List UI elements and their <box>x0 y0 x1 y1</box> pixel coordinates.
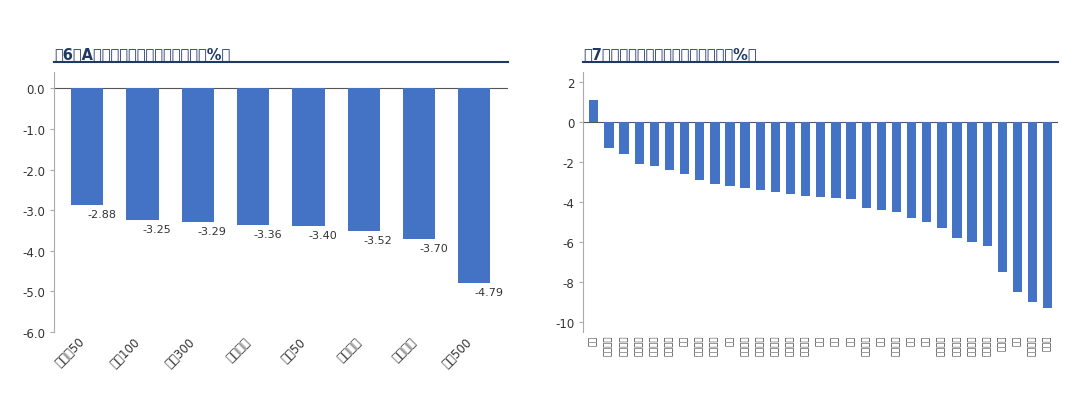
Bar <box>726 123 734 187</box>
Text: -3.29: -3.29 <box>198 226 227 237</box>
Bar <box>619 123 629 155</box>
Bar <box>635 123 644 164</box>
Text: -4.79: -4.79 <box>474 287 503 297</box>
Bar <box>1043 123 1053 308</box>
Bar <box>1028 123 1038 302</box>
Bar <box>348 89 380 232</box>
Bar <box>922 123 931 222</box>
Bar <box>71 89 104 206</box>
Bar <box>680 123 689 175</box>
Bar <box>238 89 269 225</box>
Bar <box>126 89 159 221</box>
Bar <box>665 123 674 171</box>
Text: -2.88: -2.88 <box>87 210 117 220</box>
Bar <box>1013 123 1023 292</box>
Text: -3.36: -3.36 <box>253 229 282 239</box>
Text: -3.70: -3.70 <box>419 243 448 253</box>
Bar <box>756 123 765 190</box>
Bar <box>892 123 901 213</box>
Bar <box>801 123 810 196</box>
Text: -3.52: -3.52 <box>364 236 392 246</box>
Bar <box>937 123 946 228</box>
Bar <box>983 123 991 246</box>
Text: 图7：申万一级行业周涨跌幅（单位：%）: 图7：申万一级行业周涨跌幅（单位：%） <box>583 47 757 62</box>
Text: -3.25: -3.25 <box>143 225 172 235</box>
Bar <box>741 123 750 189</box>
Bar <box>786 123 795 194</box>
Bar <box>877 123 886 211</box>
Bar <box>847 123 855 200</box>
Bar <box>862 123 870 209</box>
Bar <box>650 123 659 166</box>
Bar <box>604 123 613 149</box>
Bar <box>181 89 214 222</box>
Bar <box>458 89 490 283</box>
Bar <box>589 101 598 123</box>
Bar <box>907 123 916 218</box>
Bar <box>832 123 840 198</box>
Bar <box>696 123 704 181</box>
Bar <box>816 123 825 198</box>
Text: -3.40: -3.40 <box>309 231 337 241</box>
Bar <box>403 89 435 239</box>
Bar <box>998 123 1007 272</box>
Bar <box>711 123 719 185</box>
Bar <box>771 123 780 192</box>
Bar <box>953 123 961 239</box>
Text: 图6：A股主要指数周涨跌幅（单位：%）: 图6：A股主要指数周涨跌幅（单位：%） <box>54 47 230 62</box>
Bar <box>968 123 976 242</box>
Bar <box>293 89 324 227</box>
